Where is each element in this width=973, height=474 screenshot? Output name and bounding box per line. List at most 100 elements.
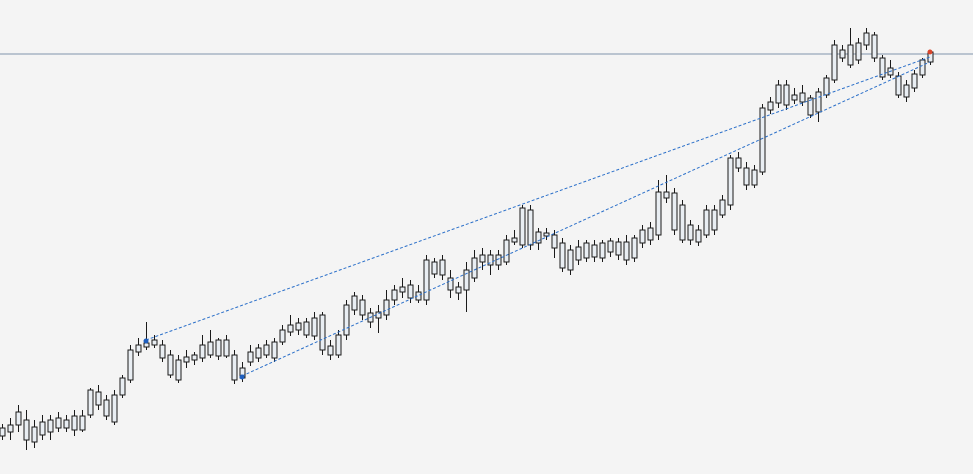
candle-body	[687, 224, 694, 241]
candle-body	[519, 207, 526, 246]
candle-body	[655, 191, 662, 236]
candle-body	[439, 259, 446, 276]
candle-body	[319, 314, 326, 351]
candle-body	[815, 91, 822, 113]
candle-body	[351, 295, 358, 311]
candle-body	[0, 427, 6, 437]
candle-body	[575, 246, 582, 261]
candle-body	[183, 356, 190, 363]
candle-body	[127, 349, 134, 381]
candle-body	[191, 354, 198, 361]
candle-body	[711, 209, 718, 231]
candle-body	[823, 77, 830, 96]
candle-body	[847, 44, 854, 66]
candle-body	[143, 342, 150, 348]
candle-body	[407, 284, 414, 299]
candle-body	[503, 239, 510, 263]
candle-body	[727, 157, 734, 206]
candle-body	[295, 322, 302, 331]
candle-body	[423, 259, 430, 301]
candle-body	[63, 419, 70, 429]
candle-body	[135, 344, 142, 353]
candle-body	[455, 286, 462, 294]
candle-body	[775, 84, 782, 104]
candle-body	[383, 299, 390, 316]
candle-body	[175, 359, 182, 381]
point-marker	[239, 374, 245, 380]
candle-body	[207, 341, 214, 356]
candle-body	[783, 84, 790, 106]
trend-line	[145, 56, 931, 341]
candle-body	[399, 286, 406, 293]
candle-body	[615, 241, 622, 256]
candle-body	[119, 377, 126, 396]
candle-body	[71, 415, 78, 431]
candle-body	[303, 321, 310, 336]
candle-body	[495, 254, 502, 266]
point-marker	[143, 338, 149, 344]
candle-body	[215, 339, 222, 357]
candle-body	[671, 192, 678, 231]
candle-body	[799, 92, 806, 103]
candle-body	[527, 209, 534, 246]
candle-body	[751, 169, 758, 186]
candle-body	[79, 415, 86, 431]
candle-body	[623, 241, 630, 261]
candle-body	[151, 339, 158, 346]
candle-body	[87, 389, 94, 416]
candle-body	[391, 289, 398, 301]
candle-body	[903, 84, 910, 98]
candle-body	[463, 269, 470, 291]
candle-body	[535, 231, 542, 244]
candle-body	[647, 227, 654, 241]
candle-body	[287, 324, 294, 333]
candle-body	[567, 249, 574, 271]
candle-body	[679, 204, 686, 241]
candle-body	[23, 419, 30, 441]
candle-body	[279, 329, 286, 343]
candle-body	[879, 57, 886, 78]
candle-body	[431, 261, 438, 275]
candle-body	[255, 347, 262, 359]
candle-body	[807, 97, 814, 116]
candle-body	[343, 304, 350, 336]
candle-body	[719, 199, 726, 216]
candle-body	[911, 73, 918, 89]
candle-body	[159, 344, 166, 359]
trend-line	[241, 61, 931, 377]
candle-body	[855, 42, 862, 61]
candle-body	[591, 244, 598, 258]
candle-body	[103, 399, 110, 417]
candle-body	[559, 242, 566, 269]
candle-body	[599, 242, 606, 259]
candle-body	[703, 209, 710, 236]
candle-body	[95, 391, 102, 406]
candle-body	[199, 344, 206, 359]
candle-body	[695, 229, 702, 243]
candle-body	[871, 34, 878, 59]
candle-body	[415, 291, 422, 301]
candle-body	[583, 242, 590, 259]
candle-body	[335, 334, 342, 356]
candle-body	[479, 254, 486, 263]
candle-body	[863, 32, 870, 46]
candle-body	[263, 344, 270, 356]
candle-body	[15, 411, 22, 426]
candle-body	[759, 107, 766, 173]
candle-body	[359, 299, 366, 316]
candle-body	[895, 75, 902, 96]
point-marker	[927, 49, 933, 55]
candle-body	[663, 191, 670, 199]
candle-body	[791, 94, 798, 101]
candle-body	[247, 351, 254, 363]
candle-body	[447, 277, 454, 291]
candle-body	[839, 49, 846, 59]
candle-body	[743, 167, 750, 186]
candle-body	[223, 339, 230, 357]
candle-body	[311, 317, 318, 337]
candle-body	[55, 417, 62, 429]
candle-body	[831, 44, 838, 81]
candle-body	[607, 240, 614, 253]
